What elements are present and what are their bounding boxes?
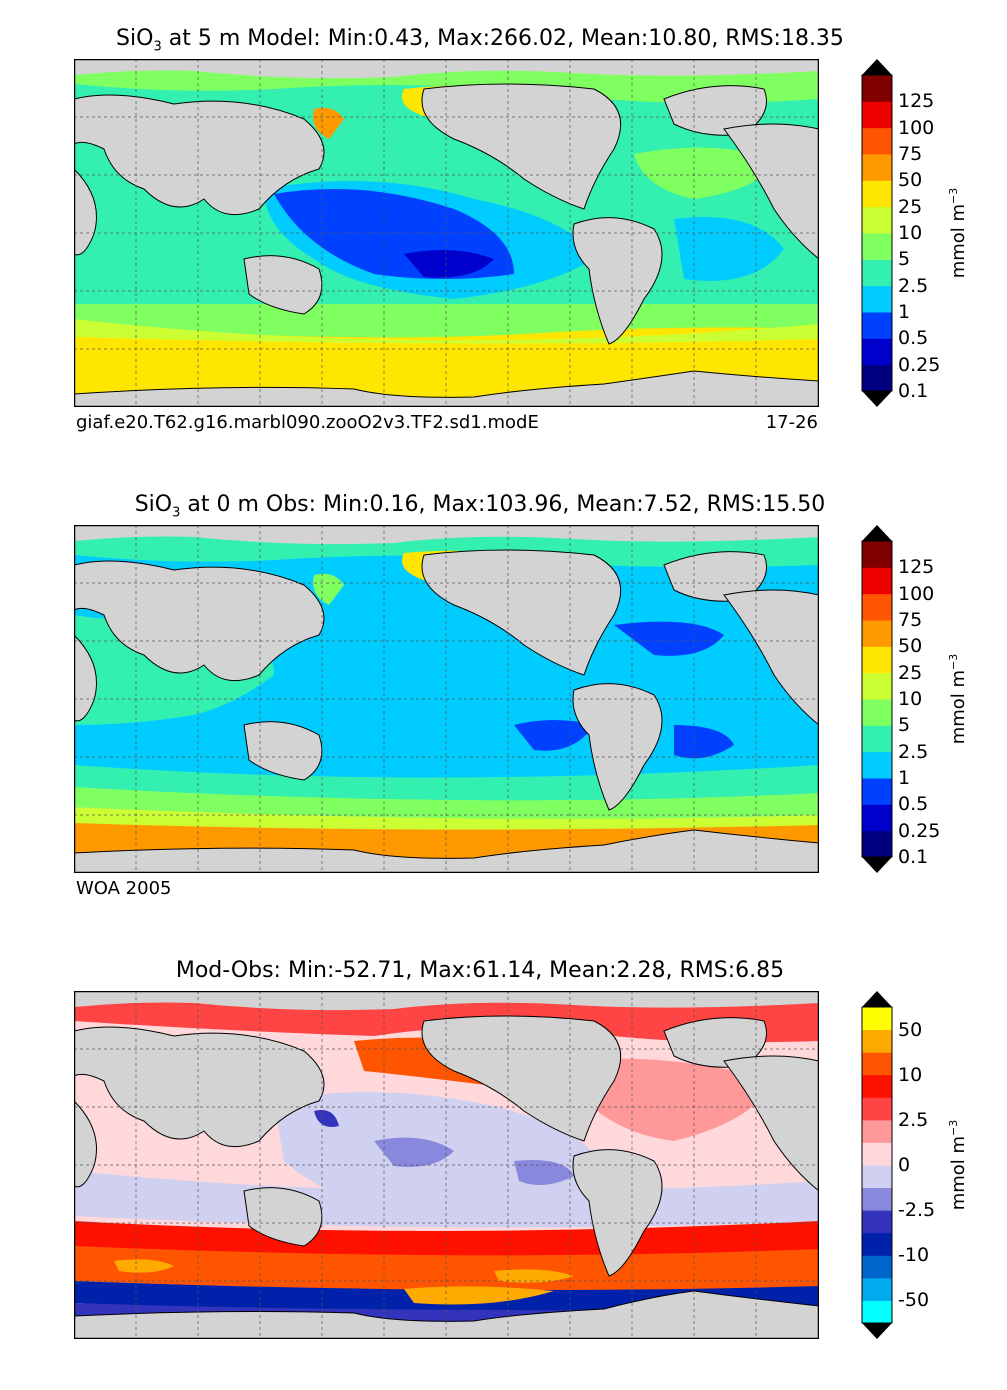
colorbar-tick-label: 25: [898, 661, 923, 684]
obs-colorbar: [861, 525, 893, 873]
colorbar-swatch: [862, 1232, 892, 1256]
colorbar-swatch: [862, 1187, 892, 1211]
unit-label: mmol m−3: [947, 653, 969, 745]
colorbar-tick-label: 10: [898, 1063, 923, 1086]
colorbar-swatch: [862, 725, 892, 753]
colorbar-tick-label: 100: [898, 582, 935, 605]
obs-dataset-name: WOA 2005: [76, 878, 172, 899]
colorbar-swatch: [862, 1074, 892, 1098]
colorbar-min-extension: [862, 1323, 892, 1339]
colorbar-swatch: [862, 567, 892, 595]
colorbar-tick-label: 0.25: [898, 353, 941, 376]
colorbar-swatch: [862, 75, 892, 102]
colorbar-swatch: [862, 312, 892, 339]
colorbar-swatch: [862, 1165, 892, 1189]
colorbar-swatch: [862, 233, 892, 260]
colorbar-max-extension: [862, 525, 892, 541]
colorbar-swatch: [862, 593, 892, 621]
colorbar-swatch: [862, 804, 892, 832]
model-colorbar: [861, 59, 893, 407]
year-range: 17-26: [765, 412, 818, 433]
colorbar-tick-label: 2.5: [898, 1108, 929, 1131]
difference-map: [74, 991, 819, 1339]
colorbar-swatch: [862, 1007, 892, 1031]
colorbar-swatch: [862, 154, 892, 181]
obs-panel: SiO3 at 0 m Obs: Min:0.16, Max:103.96, M…: [0, 466, 1007, 924]
colorbar-min-extension: [862, 391, 892, 407]
colorbar-tick-label: 10: [898, 688, 923, 710]
colorbar-tick-label: 125: [898, 556, 935, 579]
colorbar-tick-label: 1: [898, 767, 911, 789]
colorbar-tick-label: 0: [898, 1154, 911, 1176]
colorbar-min-extension: [862, 857, 892, 873]
unit-label: mmol m−3: [947, 1119, 969, 1211]
colorbar-outline: [861, 1006, 893, 1324]
colorbar-swatch: [862, 646, 892, 674]
colorbar-swatch: [862, 338, 892, 366]
colorbar-swatch: [862, 751, 892, 779]
colorbar-outline: [861, 540, 893, 858]
colorbar-swatch: [862, 1119, 892, 1143]
difference-panel: Mod-Obs: Min:-52.71, Max:61.14, Mean:2.2…: [0, 932, 1007, 1390]
colorbar-swatch: [862, 180, 892, 208]
colorbar-swatch: [862, 1210, 892, 1234]
colorbar-tick-label: 5: [898, 714, 911, 737]
colorbar-tick-label: 25: [898, 195, 923, 218]
colorbar-swatch: [862, 285, 892, 313]
colorbar-swatch: [862, 1097, 892, 1121]
colorbar-swatch: [862, 672, 892, 700]
colorbar-tick-label: -50: [898, 1289, 930, 1312]
colorbar-swatch: [862, 364, 892, 392]
colorbar-tick-label: 75: [898, 609, 923, 631]
colorbar-tick-label: 2.5: [898, 274, 929, 297]
colorbar-tick-label: 5: [898, 248, 911, 271]
colorbar-tick-label: 100: [898, 116, 935, 139]
colorbar-max-extension: [862, 59, 892, 75]
model-map: [74, 59, 819, 407]
colorbar-max-extension: [862, 991, 892, 1007]
colorbar-swatch: [862, 101, 892, 129]
colorbar-swatch: [862, 1142, 892, 1166]
panel-title: SiO3 at 5 m Model: Min:0.43, Max:266.02,…: [116, 26, 844, 55]
colorbar-swatch: [862, 699, 892, 726]
colorbar-tick-label: -10: [898, 1244, 930, 1267]
colorbar-swatch: [862, 778, 892, 805]
colorbar-swatch: [862, 259, 892, 287]
panel-title: Mod-Obs: Min:-52.71, Max:61.14, Mean:2.2…: [175, 958, 785, 983]
model-panel: SiO3 at 5 m Model: Min:0.43, Max:266.02,…: [0, 0, 1007, 458]
colorbar-swatch: [862, 620, 892, 647]
colorbar-swatch: [862, 1277, 892, 1301]
colorbar-swatch: [862, 127, 892, 155]
colorbar-tick-label: 50: [898, 169, 923, 192]
colorbar-outline: [861, 74, 893, 392]
colorbar-tick-label: 0.5: [898, 327, 929, 350]
colorbar-tick-label: 0.1: [898, 380, 929, 402]
colorbar-tick-label: 50: [898, 635, 923, 658]
colorbar-swatch: [862, 1300, 892, 1324]
colorbar-swatch: [862, 206, 892, 234]
colorbar-swatch: [862, 1029, 892, 1053]
unit-label: mmol m−3: [947, 187, 969, 279]
colorbar-tick-label: 125: [898, 90, 935, 113]
colorbar-tick-label: 75: [898, 143, 923, 165]
obs-map: [74, 525, 819, 873]
difference-colorbar: [861, 991, 893, 1339]
colorbar-tick-label: 1: [898, 301, 911, 323]
colorbar-swatch: [862, 830, 892, 858]
colorbar-tick-label: -2.5: [898, 1199, 936, 1222]
colorbar-tick-label: 0.5: [898, 793, 929, 816]
colorbar-tick-label: 2.5: [898, 740, 929, 763]
model-run-name: giaf.e20.T62.g16.marbl090.zooO2v3.TF2.sd…: [76, 412, 539, 433]
colorbar-swatch: [862, 541, 892, 568]
colorbar-swatch: [862, 1255, 892, 1279]
colorbar-tick-label: 0.1: [898, 846, 929, 868]
panel-title: SiO3 at 0 m Obs: Min:0.16, Max:103.96, M…: [134, 492, 826, 521]
colorbar-tick-label: 50: [898, 1018, 923, 1041]
colorbar-swatch: [862, 1052, 892, 1076]
colorbar-tick-label: 0.25: [898, 819, 941, 842]
colorbar-tick-label: 10: [898, 222, 923, 244]
